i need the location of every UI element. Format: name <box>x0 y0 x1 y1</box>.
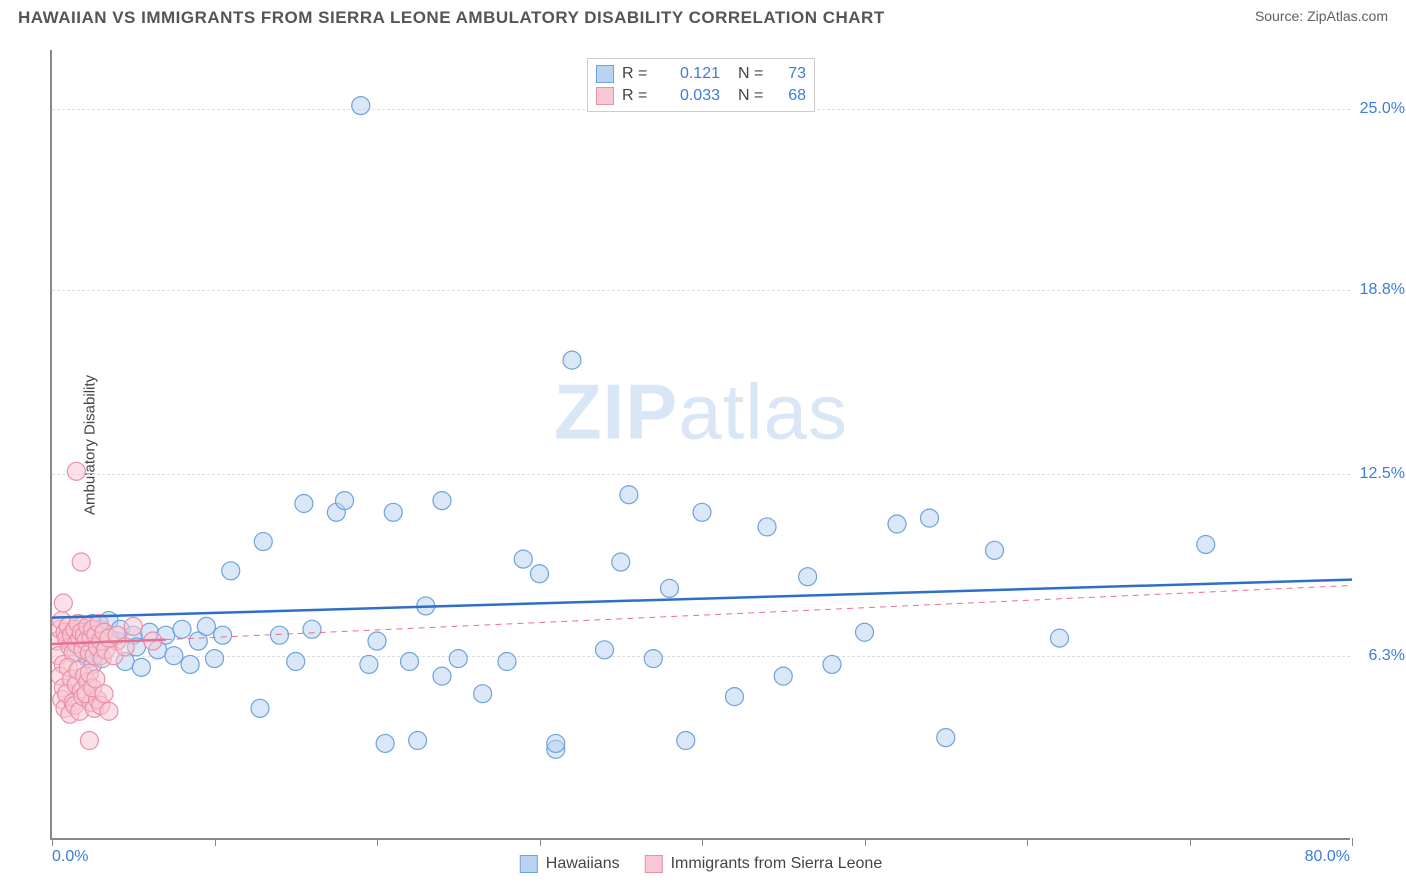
data-point <box>888 515 906 533</box>
data-point <box>433 667 451 685</box>
header-bar: HAWAIIAN VS IMMIGRANTS FROM SIERRA LEONE… <box>0 0 1406 28</box>
swatch-hawaiians-icon <box>520 855 538 873</box>
y-tick-label: 18.8% <box>1360 281 1405 299</box>
regression-line <box>52 580 1352 618</box>
r-label: R = <box>622 87 652 105</box>
data-point <box>644 650 662 668</box>
data-point <box>173 620 191 638</box>
data-point <box>132 658 150 676</box>
data-point <box>774 667 792 685</box>
n-value-sierra-leone: 68 <box>776 87 806 105</box>
data-point <box>352 97 370 115</box>
legend-label-hawaiians: Hawaiians <box>546 855 620 873</box>
y-tick-label: 12.5% <box>1360 465 1405 483</box>
data-point <box>612 553 630 571</box>
x-axis-max-label: 80.0% <box>1305 848 1350 866</box>
data-point <box>620 486 638 504</box>
data-point <box>80 732 98 750</box>
data-point <box>222 562 240 580</box>
data-point <box>726 688 744 706</box>
n-label: N = <box>738 87 768 105</box>
plot-area: ZIPatlas R = 0.121 N = 73 R = 0.033 N = … <box>50 50 1350 840</box>
data-point <box>758 518 776 536</box>
swatch-hawaiians <box>596 65 614 83</box>
data-point <box>596 641 614 659</box>
legend-label-sierra-leone: Immigrants from Sierra Leone <box>671 855 883 873</box>
r-value-hawaiians: 0.121 <box>660 65 720 83</box>
regression-line <box>166 585 1352 639</box>
data-point <box>303 620 321 638</box>
data-point <box>206 650 224 668</box>
data-point <box>401 653 419 671</box>
data-point <box>376 734 394 752</box>
legend-item-hawaiians: Hawaiians <box>520 855 620 873</box>
data-point <box>72 553 90 571</box>
data-point <box>360 655 378 673</box>
r-value-sierra-leone: 0.033 <box>660 87 720 105</box>
data-point <box>661 579 679 597</box>
data-point <box>823 655 841 673</box>
data-point <box>921 509 939 527</box>
series-legend: Hawaiians Immigrants from Sierra Leone <box>520 855 882 873</box>
data-point <box>54 594 72 612</box>
data-point <box>67 462 85 480</box>
n-label: N = <box>738 65 768 83</box>
data-point <box>677 732 695 750</box>
data-point <box>197 617 215 635</box>
data-point <box>251 699 269 717</box>
data-point <box>409 732 427 750</box>
data-point <box>531 565 549 583</box>
data-point <box>1197 535 1215 553</box>
legend-row-hawaiians: R = 0.121 N = 73 <box>596 63 806 85</box>
x-tick <box>1352 838 1353 846</box>
chart-title: HAWAIIAN VS IMMIGRANTS FROM SIERRA LEONE… <box>18 8 885 28</box>
data-point <box>254 533 272 551</box>
correlation-legend: R = 0.121 N = 73 R = 0.033 N = 68 <box>587 58 815 112</box>
data-point <box>449 650 467 668</box>
data-point <box>271 626 289 644</box>
data-point <box>937 729 955 747</box>
data-point <box>95 685 113 703</box>
data-point <box>295 495 313 513</box>
data-point <box>165 647 183 665</box>
data-point <box>100 702 118 720</box>
y-tick-label: 6.3% <box>1369 647 1405 665</box>
data-point <box>124 617 142 635</box>
swatch-sierra-leone <box>596 87 614 105</box>
legend-row-sierra-leone: R = 0.033 N = 68 <box>596 85 806 107</box>
data-point <box>563 351 581 369</box>
data-point <box>1051 629 1069 647</box>
chart-container: Ambulatory Disability ZIPatlas R = 0.121… <box>50 50 1350 840</box>
x-axis-min-label: 0.0% <box>52 848 88 866</box>
y-tick-label: 25.0% <box>1360 100 1405 118</box>
data-point <box>498 653 516 671</box>
legend-item-sierra-leone: Immigrants from Sierra Leone <box>645 855 883 873</box>
n-value-hawaiians: 73 <box>776 65 806 83</box>
data-point <box>384 503 402 521</box>
data-point <box>693 503 711 521</box>
source-attribution: Source: ZipAtlas.com <box>1255 8 1388 24</box>
data-point <box>433 492 451 510</box>
data-point <box>547 734 565 752</box>
data-point <box>368 632 386 650</box>
plot-svg <box>52 50 1352 840</box>
data-point <box>214 626 232 644</box>
data-point <box>287 653 305 671</box>
data-point <box>856 623 874 641</box>
data-point <box>336 492 354 510</box>
data-point <box>986 541 1004 559</box>
data-point <box>799 568 817 586</box>
data-point <box>514 550 532 568</box>
swatch-sierra-leone-icon <box>645 855 663 873</box>
data-point <box>181 655 199 673</box>
data-point <box>474 685 492 703</box>
r-label: R = <box>622 65 652 83</box>
